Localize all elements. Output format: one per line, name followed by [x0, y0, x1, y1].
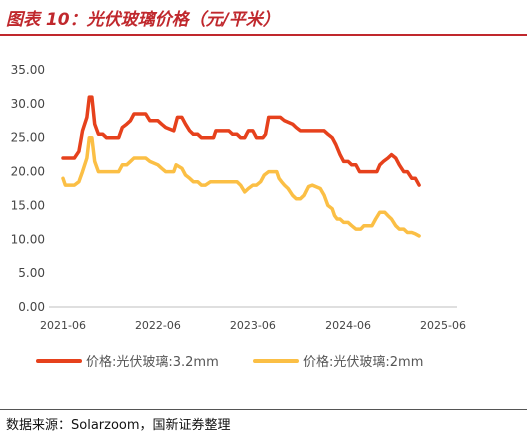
- x-axis: 2021-06 2022-06 2023-06 2024-06 2025-06: [40, 306, 466, 332]
- x-tick-label: 2025-06: [420, 319, 466, 332]
- y-tick-label: 30.00: [11, 97, 45, 111]
- data-source-note: 数据来源：Solarzoom，国新证券整理: [6, 418, 231, 433]
- legend: 价格:光伏玻璃:3.2mm 价格:光伏玻璃:2mm: [36, 354, 423, 370]
- x-tick-label: 2024-06: [325, 319, 371, 332]
- y-tick-label: 25.00: [11, 131, 45, 145]
- y-axis: 0.00 5.00 10.00 15.00 20.00 25.00 30.00 35.00: [11, 63, 45, 314]
- y-tick-label: 0.00: [18, 300, 45, 314]
- series-line-1: [61, 95, 421, 187]
- y-tick-label: 20.00: [11, 165, 45, 179]
- legend-label-1: 价格:光伏玻璃:3.2mm: [86, 354, 219, 370]
- y-tick-label: 35.00: [11, 63, 45, 77]
- y-tick-label: 10.00: [11, 232, 45, 246]
- chart-header: 图表 10：光伏玻璃价格（元/平米）: [0, 0, 527, 36]
- series-line-2: [61, 135, 421, 238]
- y-tick-label: 15.00: [11, 198, 45, 212]
- footer-divider: [0, 409, 527, 410]
- legend-label-2: 价格:光伏玻璃:2mm: [303, 354, 423, 370]
- y-tick-label: 5.00: [18, 266, 45, 280]
- series-layer: [61, 95, 421, 238]
- chart-title: 图表 10：光伏玻璃价格（元/平米）: [6, 10, 280, 30]
- x-tick-label: 2021-06: [40, 319, 86, 332]
- x-tick-label: 2023-06: [230, 319, 276, 332]
- price-line-chart: 0.00 5.00 10.00 15.00 20.00 25.00 30.00 35.00 2…: [11, 63, 466, 370]
- x-tick-label: 2022-06: [135, 319, 181, 332]
